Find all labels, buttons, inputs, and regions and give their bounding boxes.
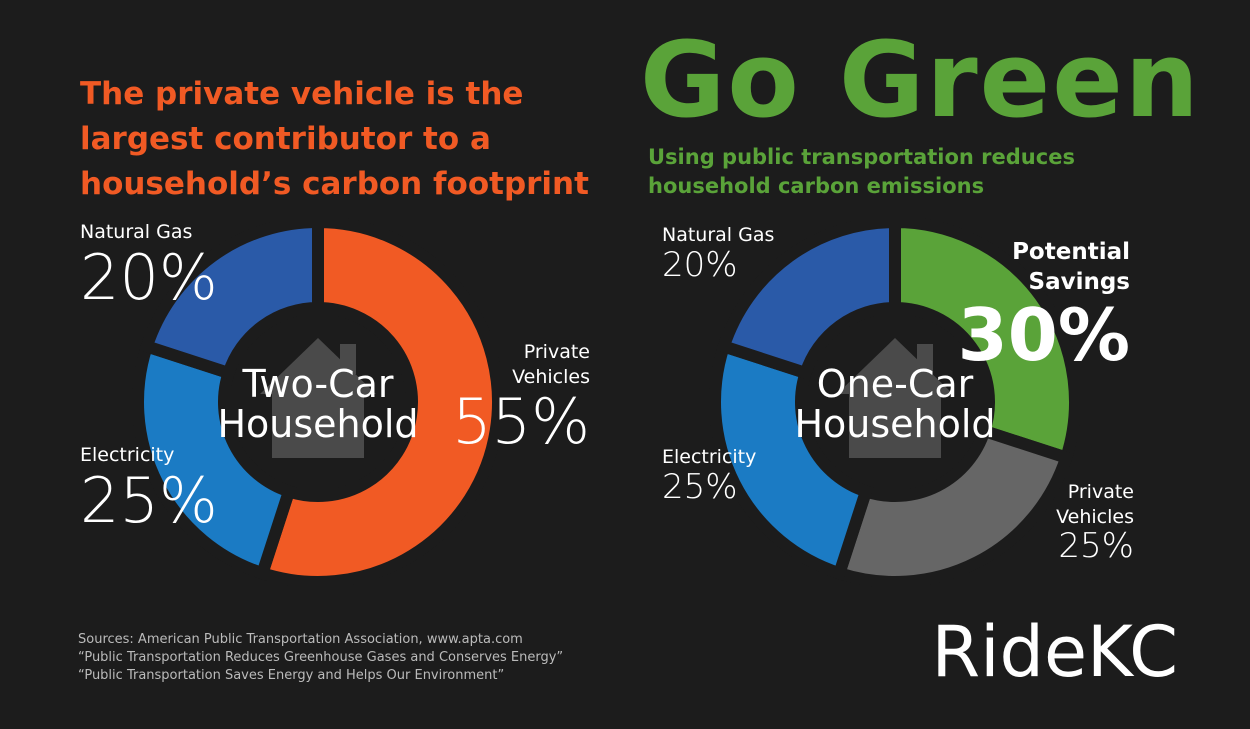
category-label: Natural Gas — [662, 224, 775, 246]
slice-label: Electricity 25% — [80, 443, 280, 533]
value-label: 25% — [662, 466, 738, 507]
pie-slice — [889, 215, 1081, 466]
source-line: “Public Transportation Saves Energy and … — [78, 668, 505, 683]
value-label: 25% — [1058, 526, 1134, 567]
slice-label: Private Vehicles 55% — [452, 340, 590, 459]
slice-label: Private Vehicles 25% — [1004, 480, 1134, 565]
category-label: Electricity — [662, 446, 757, 468]
category-label: Electricity — [80, 444, 175, 466]
headline: Go Green — [640, 19, 1201, 141]
value-label: 20% — [80, 240, 218, 314]
pie-slice — [254, 215, 504, 588]
category-label: Private Vehicles — [1056, 481, 1134, 528]
center-label: One-Car Household — [794, 362, 996, 446]
subtitle: Using public transportation reduces hous… — [648, 145, 1075, 198]
house-chimney — [917, 344, 933, 374]
source-line: “Public Transportation Reduces Greenhous… — [78, 650, 564, 665]
value-label: 25% — [80, 463, 218, 537]
slice-label: Electricity 25% — [662, 445, 862, 505]
value-label: 20% — [662, 244, 738, 285]
category-label: Potential Savings — [1012, 239, 1130, 295]
pie-slice — [716, 215, 901, 381]
value-label: 30% — [957, 292, 1130, 377]
center-label: Two-Car Household — [217, 362, 419, 446]
pie-slice — [132, 338, 297, 581]
value-label: 55% — [452, 385, 590, 459]
category-label: Private Vehicles — [512, 341, 590, 388]
title: The private vehicle is the largest contr… — [80, 76, 589, 202]
slice-label: Potential Savings 30% — [957, 238, 1130, 377]
pie-slice — [709, 338, 874, 581]
source-line: Sources: American Public Transportation … — [78, 632, 523, 647]
logo: RideKC — [931, 611, 1178, 693]
pie-slice — [831, 423, 1074, 588]
category-label: Natural Gas — [80, 221, 193, 243]
pie-slice — [139, 215, 324, 381]
slice-label: Natural Gas 20% — [662, 223, 862, 283]
house-chimney — [340, 344, 356, 374]
slice-label: Natural Gas 20% — [80, 220, 280, 310]
sources: Sources: American Public Transportation … — [78, 631, 563, 685]
